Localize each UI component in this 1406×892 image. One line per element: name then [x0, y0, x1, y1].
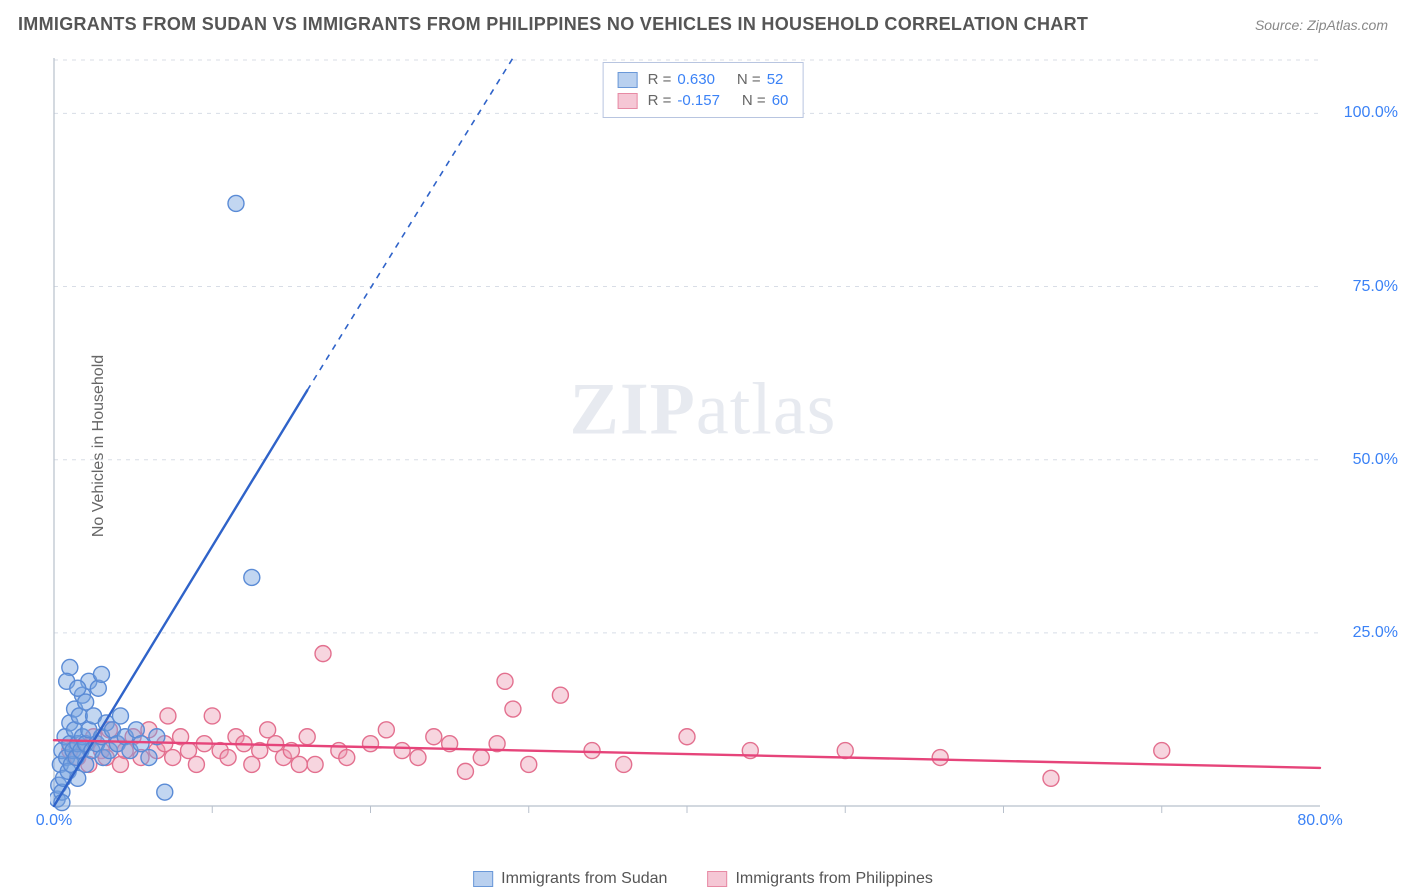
swatch-sudan-icon [473, 871, 493, 887]
y-tick-label: 50.0% [1353, 451, 1398, 469]
series-legend: Immigrants from Sudan Immigrants from Ph… [473, 870, 933, 888]
swatch-sudan [618, 72, 638, 88]
swatch-philippines-icon [707, 871, 727, 887]
y-tick-label: 25.0% [1353, 624, 1398, 642]
legend-row-sudan: R = 0.630 N = 52 [618, 69, 789, 90]
legend-item-philippines: Immigrants from Philippines [707, 870, 932, 888]
legend-row-philippines: R = -0.157 N = 60 [618, 90, 789, 111]
y-tick-label: 75.0% [1353, 278, 1398, 296]
swatch-philippines [618, 93, 638, 109]
plot-area [50, 56, 1390, 846]
chart-title: IMMIGRANTS FROM SUDAN VS IMMIGRANTS FROM… [18, 14, 1088, 35]
y-tick-label: 100.0% [1344, 104, 1398, 122]
correlation-legend: R = 0.630 N = 52 R = -0.157 N = 60 [603, 62, 804, 118]
scatter-chart-svg [50, 56, 1390, 846]
x-tick-label: 80.0% [1297, 812, 1342, 830]
legend-item-sudan: Immigrants from Sudan [473, 870, 667, 888]
x-tick-label: 0.0% [36, 812, 72, 830]
source-attribution: Source: ZipAtlas.com [1255, 17, 1388, 33]
